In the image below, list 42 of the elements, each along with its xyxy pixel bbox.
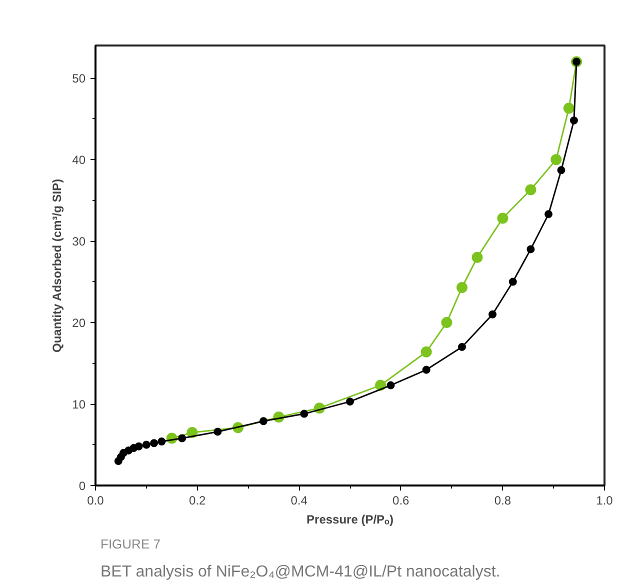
y-axis-title: Quantity Adsorbed (cm³/g SIP): [50, 178, 64, 353]
point: [544, 210, 553, 218]
point: [488, 310, 497, 318]
point: [570, 116, 578, 124]
point: [420, 346, 432, 358]
text: FIGURE 7: [100, 536, 160, 552]
point: [178, 434, 186, 442]
point: [456, 282, 468, 293]
x-tick-label: 0.6: [392, 494, 410, 508]
point: [550, 154, 562, 166]
point: [557, 166, 566, 174]
x-tick-label: 1.0: [596, 494, 614, 508]
point: [508, 278, 517, 286]
point: [158, 438, 166, 446]
point: [346, 398, 354, 406]
y-tick-label: 0: [78, 479, 86, 493]
y-tick-label: 40: [72, 153, 86, 168]
x-tick-label: 0.2: [188, 494, 206, 508]
y-tick-label: 50: [72, 72, 86, 86]
point: [563, 102, 574, 114]
point: [525, 184, 536, 196]
point: [441, 317, 452, 328]
point: [300, 410, 308, 418]
x-tick-label: 0.8: [494, 494, 512, 508]
point: [497, 212, 508, 224]
y-tick-label: 30: [72, 234, 86, 249]
text: BET analysis of NiFe₂O₄@MCM-41@IL/Pt nanocatalyst.: [100, 564, 500, 580]
y-tick-label: 20: [72, 316, 86, 330]
y-tick-label: 10: [72, 398, 86, 412]
point: [458, 342, 466, 351]
point: [526, 245, 535, 254]
point: [386, 381, 395, 390]
x-axis-title: Pressure (P/Pₒ): [306, 512, 394, 526]
point: [142, 440, 150, 449]
point: [259, 417, 268, 426]
point: [214, 428, 222, 436]
x-tick-label: 0.0: [87, 494, 104, 508]
point: [472, 252, 483, 263]
point: [150, 439, 158, 448]
point: [134, 442, 143, 450]
point: [422, 366, 430, 374]
x-tick-label: 0.4: [290, 494, 308, 508]
